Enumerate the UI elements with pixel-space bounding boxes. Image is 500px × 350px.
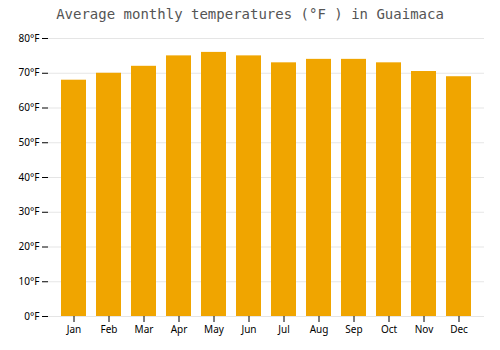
svg-text:0°F: 0°F (24, 309, 39, 323)
svg-text:10°F: 10°F (19, 274, 40, 288)
svg-text:50°F: 50°F (19, 135, 40, 149)
svg-text:Jan: Jan (66, 322, 82, 336)
svg-text:Apr: Apr (171, 322, 188, 336)
svg-text:40°F: 40°F (19, 170, 40, 184)
svg-text:80°F: 80°F (19, 31, 40, 45)
svg-text:Aug: Aug (310, 322, 329, 336)
svg-text:May: May (204, 322, 225, 336)
svg-text:60°F: 60°F (19, 100, 40, 114)
svg-text:Sep: Sep (345, 322, 362, 336)
svg-text:Mar: Mar (135, 322, 154, 336)
svg-text:30°F: 30°F (19, 204, 40, 218)
svg-text:70°F: 70°F (19, 65, 40, 79)
svg-text:Jul: Jul (277, 322, 290, 336)
svg-text:20°F: 20°F (19, 239, 40, 253)
svg-text:Oct: Oct (381, 322, 398, 336)
svg-text:Dec: Dec (450, 322, 468, 336)
html-text:Average monthly temperatures (: Average monthly temperatures (°F ) in Gu… (56, 6, 444, 22)
svg-text:Feb: Feb (101, 322, 118, 336)
svg-text:Jun: Jun (240, 322, 256, 336)
svg-text:Nov: Nov (415, 322, 434, 336)
